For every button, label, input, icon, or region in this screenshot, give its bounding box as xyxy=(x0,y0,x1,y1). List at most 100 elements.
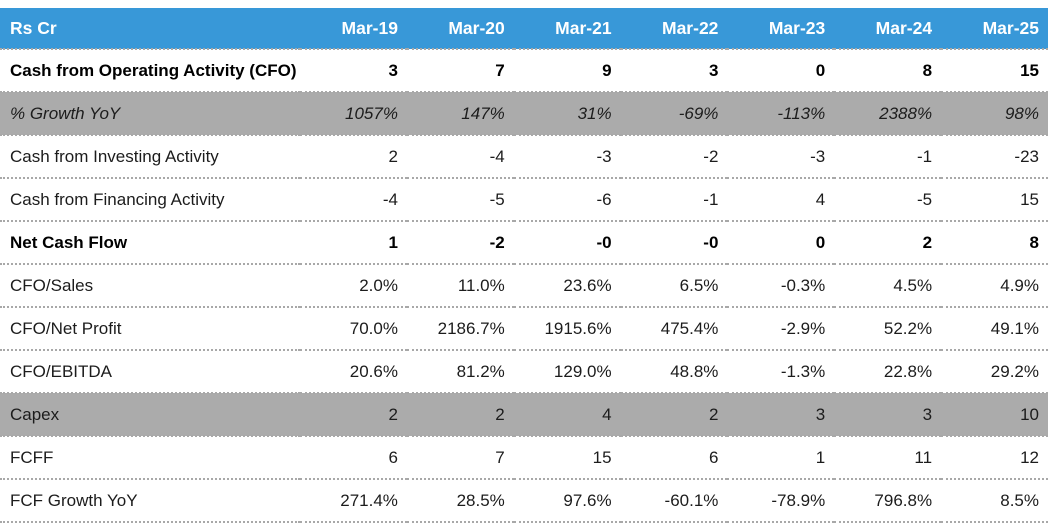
cell-value: 8 xyxy=(941,221,1048,265)
cell-value: 1 xyxy=(727,436,835,480)
cell-value: -4 xyxy=(406,135,514,179)
cell-value: -113% xyxy=(727,92,835,136)
cell-value: 4 xyxy=(727,178,835,222)
cell-value: 29.2% xyxy=(941,350,1048,394)
cell-value: 28.5% xyxy=(406,479,514,523)
row-label: FCFF xyxy=(0,436,301,480)
cell-value: 2 xyxy=(300,135,407,179)
header-row: Rs Cr Mar-19 Mar-20 Mar-21 Mar-22 Mar-23 Mar-… xyxy=(0,8,1048,50)
cell-value: 97.6% xyxy=(513,479,621,523)
cell-value: 98% xyxy=(941,92,1048,136)
cell-value: 8.5% xyxy=(941,479,1048,523)
unit-label: Rs Cr xyxy=(0,8,301,50)
cell-value: -2 xyxy=(406,221,514,265)
cell-value: -60.1% xyxy=(620,479,728,523)
cell-value: -0.3% xyxy=(727,264,835,308)
cell-value: 6.5% xyxy=(620,264,728,308)
row-label: Cash from Investing Activity xyxy=(0,135,301,179)
cell-value: 2 xyxy=(300,393,407,437)
table-row: Cash from Financing Activity -4 -5 -6 -1 4 -5 1… xyxy=(0,178,1048,222)
cell-value: -0 xyxy=(620,221,728,265)
cell-value: 8 xyxy=(834,49,942,93)
cell-value: -3 xyxy=(513,135,621,179)
cell-value: 31% xyxy=(513,92,621,136)
cell-value: 81.2% xyxy=(406,350,514,394)
row-label: CFO/Net Profit xyxy=(0,307,301,351)
row-label: CFO/EBITDA xyxy=(0,350,301,394)
cell-value: 1915.6% xyxy=(513,307,621,351)
cell-value: -1.3% xyxy=(727,350,835,394)
cell-value: 23.6% xyxy=(513,264,621,308)
cell-value: 3 xyxy=(727,393,835,437)
cell-value: 22.8% xyxy=(834,350,942,394)
cell-value: 2 xyxy=(620,393,728,437)
cell-value: 1057% xyxy=(300,92,407,136)
cell-value: 129.0% xyxy=(513,350,621,394)
cell-value: 4.9% xyxy=(941,264,1048,308)
cell-value: 6 xyxy=(620,436,728,480)
table-row: CFO/Net Profit 70.0% 2186.7% 1915.6% 475.4% -… xyxy=(0,307,1048,351)
column-header-mar-22: Mar-22 xyxy=(620,8,728,50)
column-header-mar-23: Mar-23 xyxy=(727,8,835,50)
cell-value: -3 xyxy=(727,135,835,179)
cell-value: 475.4% xyxy=(620,307,728,351)
row-label: Cash from Financing Activity xyxy=(0,178,301,222)
cell-value: -5 xyxy=(406,178,514,222)
column-header-mar-25: Mar-25 xyxy=(941,8,1048,50)
column-header-mar-20: Mar-20 xyxy=(406,8,514,50)
cell-value: 11 xyxy=(834,436,942,480)
cell-value: 11.0% xyxy=(406,264,514,308)
cell-value: 52.2% xyxy=(834,307,942,351)
cell-value: 796.8% xyxy=(834,479,942,523)
cell-value: 48.8% xyxy=(620,350,728,394)
cell-value: 15 xyxy=(941,178,1048,222)
cell-value: -5 xyxy=(834,178,942,222)
cash-flow-table: Rs Cr Mar-19 Mar-20 Mar-21 Mar-22 Mar-23 Mar-… xyxy=(0,8,1048,523)
column-header-mar-21: Mar-21 xyxy=(513,8,621,50)
cell-value: -2.9% xyxy=(727,307,835,351)
cell-value: 9 xyxy=(513,49,621,93)
cell-value: -0 xyxy=(513,221,621,265)
cell-value: 3 xyxy=(834,393,942,437)
cell-value: 1 xyxy=(300,221,407,265)
row-label: Cash from Operating Activity (CFO) xyxy=(0,49,301,93)
cell-value: 3 xyxy=(300,49,407,93)
row-label: % Growth YoY xyxy=(0,92,301,136)
table-row: FCF Growth YoY 271.4% 28.5% 97.6% -60.1% -78.… xyxy=(0,479,1048,523)
cell-value: -78.9% xyxy=(727,479,835,523)
table-row: Net Cash Flow 1 -2 -0 -0 0 2 8 xyxy=(0,221,1048,265)
table-row: % Growth YoY 1057% 147% 31% -69% -113% 2388% 98… xyxy=(0,92,1048,136)
cell-value: -6 xyxy=(513,178,621,222)
cell-value: 2 xyxy=(834,221,942,265)
table-header: Rs Cr Mar-19 Mar-20 Mar-21 Mar-22 Mar-23 Mar-… xyxy=(0,8,1048,50)
table-row: FCFF 6 7 15 6 1 11 12 xyxy=(0,436,1048,480)
cell-value: 7 xyxy=(406,436,514,480)
column-header-mar-24: Mar-24 xyxy=(834,8,942,50)
cell-value: 15 xyxy=(941,49,1048,93)
column-header-mar-19: Mar-19 xyxy=(300,8,407,50)
cell-value: 20.6% xyxy=(300,350,407,394)
cell-value: 2186.7% xyxy=(406,307,514,351)
cell-value: 70.0% xyxy=(300,307,407,351)
table-row: Cash from Operating Activity (CFO) 3 7 9 3 0 8… xyxy=(0,49,1048,93)
cell-value: 4 xyxy=(513,393,621,437)
cell-value: -2 xyxy=(620,135,728,179)
row-label: CFO/Sales xyxy=(0,264,301,308)
cell-value: 147% xyxy=(406,92,514,136)
cell-value: 49.1% xyxy=(941,307,1048,351)
cell-value: 10 xyxy=(941,393,1048,437)
cell-value: 2 xyxy=(406,393,514,437)
table-row: CFO/Sales 2.0% 11.0% 23.6% 6.5% -0.3% 4.5% 4.9% xyxy=(0,264,1048,308)
cell-value: 0 xyxy=(727,221,835,265)
cell-value: 12 xyxy=(941,436,1048,480)
table-row: Capex 2 2 4 2 3 3 10 xyxy=(0,393,1048,437)
cell-value: 7 xyxy=(406,49,514,93)
cell-value: -69% xyxy=(620,92,728,136)
cell-value: 6 xyxy=(300,436,407,480)
cell-value: 2388% xyxy=(834,92,942,136)
cell-value: -4 xyxy=(300,178,407,222)
cell-value: -1 xyxy=(834,135,942,179)
cell-value: 4.5% xyxy=(834,264,942,308)
cell-value: -1 xyxy=(620,178,728,222)
